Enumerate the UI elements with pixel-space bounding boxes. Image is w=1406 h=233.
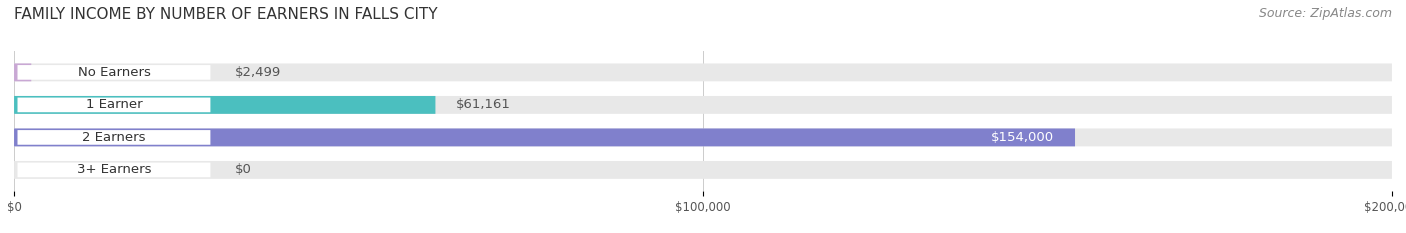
Text: $0: $0 (235, 163, 252, 176)
Text: 1 Earner: 1 Earner (86, 98, 142, 111)
Text: 2 Earners: 2 Earners (82, 131, 146, 144)
FancyBboxPatch shape (14, 161, 1392, 179)
Text: 3+ Earners: 3+ Earners (77, 163, 152, 176)
Text: $2,499: $2,499 (235, 66, 281, 79)
Text: $154,000: $154,000 (991, 131, 1054, 144)
FancyBboxPatch shape (14, 63, 31, 81)
FancyBboxPatch shape (17, 98, 211, 112)
FancyBboxPatch shape (17, 163, 211, 177)
Text: FAMILY INCOME BY NUMBER OF EARNERS IN FALLS CITY: FAMILY INCOME BY NUMBER OF EARNERS IN FA… (14, 7, 437, 22)
Text: No Earners: No Earners (77, 66, 150, 79)
FancyBboxPatch shape (14, 96, 1392, 114)
FancyBboxPatch shape (14, 128, 1076, 146)
FancyBboxPatch shape (17, 130, 211, 145)
FancyBboxPatch shape (14, 96, 436, 114)
FancyBboxPatch shape (17, 65, 211, 80)
FancyBboxPatch shape (14, 128, 1392, 146)
FancyBboxPatch shape (14, 63, 1392, 81)
Text: Source: ZipAtlas.com: Source: ZipAtlas.com (1258, 7, 1392, 20)
Text: $61,161: $61,161 (456, 98, 510, 111)
